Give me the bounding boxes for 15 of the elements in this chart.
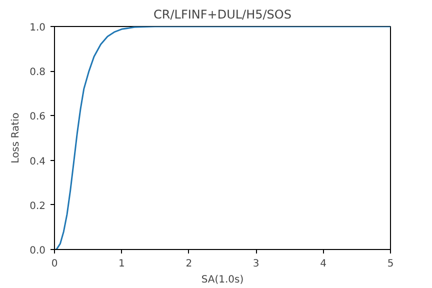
y-tick-label: 0.0 bbox=[30, 246, 46, 256]
x-axis-title: SA(1.0s) bbox=[201, 274, 244, 286]
x-tick-label: 1 bbox=[118, 258, 125, 270]
x-tick-label: 2 bbox=[186, 258, 192, 270]
x-tick-label: 3 bbox=[252, 258, 260, 270]
y-tick-label: 0.8 bbox=[30, 67, 46, 78]
y-tick-label: 0.6 bbox=[30, 112, 46, 123]
x-tick-label: 0 bbox=[51, 258, 58, 270]
x-tick-label: 4 bbox=[320, 258, 326, 270]
chart-title: CR/LFINF+DUL/H5/SOS bbox=[154, 8, 292, 22]
y-axis-title: Loss Ratio bbox=[10, 112, 22, 164]
y-tick-label: 0.4 bbox=[30, 156, 46, 168]
y-tick-label: 1.0 bbox=[30, 22, 46, 34]
x-tick-label: 5 bbox=[387, 258, 394, 270]
y-tick-label: 0.2 bbox=[30, 200, 46, 212]
